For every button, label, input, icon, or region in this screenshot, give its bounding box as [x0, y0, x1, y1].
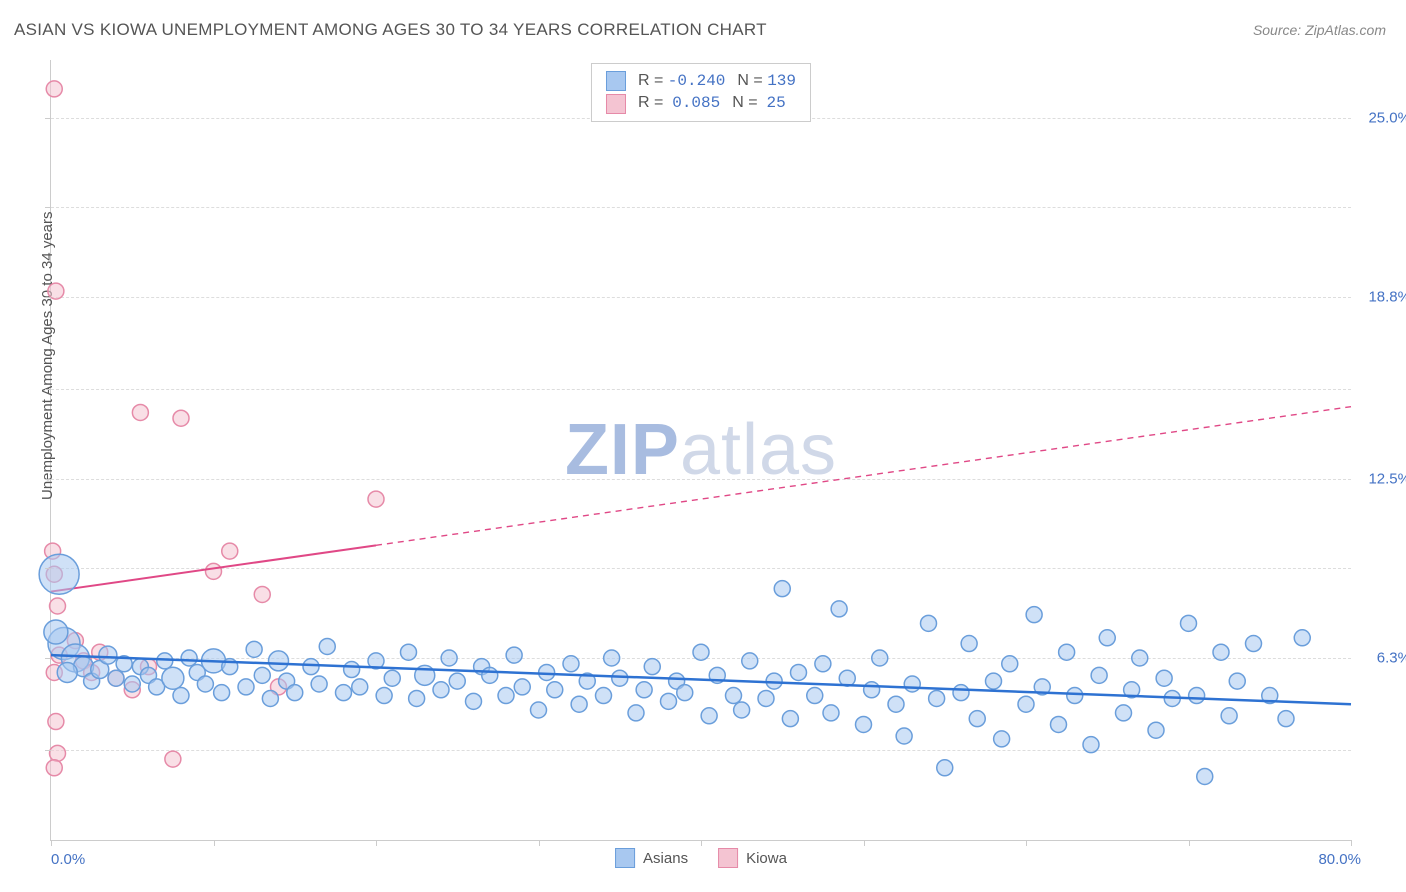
swatch-pink-icon: [718, 848, 738, 868]
y-tick-label: 18.8%: [1368, 288, 1406, 305]
plot-area: Unemployment Among Ages 30 to 34 years Z…: [50, 60, 1351, 841]
chart-svg: [51, 60, 1351, 840]
source-label: Source: ZipAtlas.com: [1253, 22, 1386, 38]
x-axis-end: 80.0%: [1318, 851, 1361, 868]
stats-row-kiowa: R = 0.085 N = 25: [606, 92, 796, 114]
y-tick-label: 25.0%: [1368, 109, 1406, 126]
bottom-legend: Asians Kiowa: [615, 848, 787, 868]
y-tick-label: 12.5%: [1368, 470, 1406, 487]
stats-legend-box: R = -0.240 N = 139 R = 0.085 N = 25: [591, 63, 811, 122]
y-tick-label: 6.3%: [1377, 650, 1406, 667]
swatch-pink: [606, 94, 626, 114]
swatch-blue: [606, 71, 626, 91]
legend-item-kiowa: Kiowa: [718, 848, 787, 868]
swatch-blue-icon: [615, 848, 635, 868]
x-axis-start: 0.0%: [51, 851, 85, 868]
legend-item-asians: Asians: [615, 848, 688, 868]
stats-row-asians: R = -0.240 N = 139: [606, 70, 796, 92]
chart-title: ASIAN VS KIOWA UNEMPLOYMENT AMONG AGES 3…: [14, 20, 767, 40]
